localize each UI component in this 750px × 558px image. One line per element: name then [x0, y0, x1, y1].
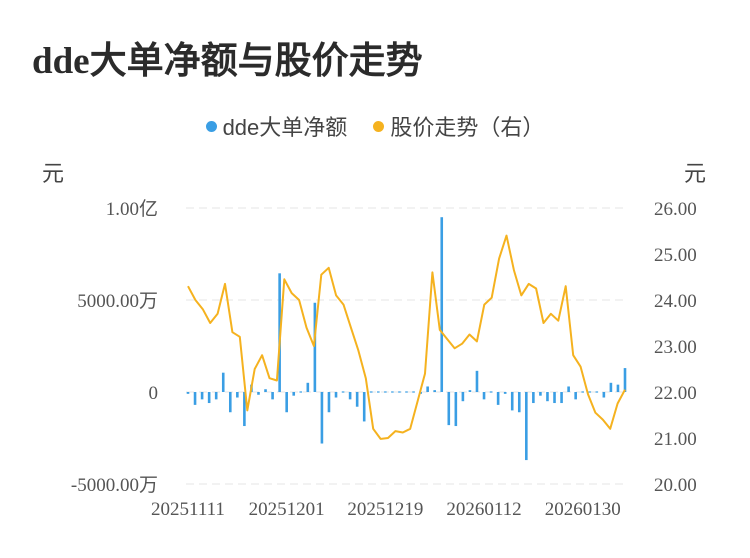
dde-bar [313, 302, 317, 392]
dde-bar [207, 392, 211, 404]
dde-bar [405, 391, 408, 393]
dde-bar [496, 392, 500, 405]
x-axis-tick-label: 20260130 [545, 499, 621, 520]
left-axis-tick-label: 0 [149, 383, 159, 404]
legend-label-dde: dde大单净额 [222, 115, 348, 140]
dde-bar [454, 392, 458, 427]
dde-bar [369, 391, 373, 393]
dde-bar [221, 372, 225, 392]
dde-bar [426, 386, 429, 392]
dde-bar [623, 368, 627, 392]
dde-bar [440, 217, 444, 392]
dde-bar [475, 370, 479, 392]
dde-bar [510, 392, 514, 411]
dde-bar [532, 392, 535, 404]
dde-bar [588, 391, 592, 393]
x-axis-tick-label: 20251219 [347, 499, 423, 520]
legend-item-dde[interactable]: dde大单净额 [205, 110, 348, 142]
dde-bar [355, 392, 359, 407]
right-axis-tick-label: 25.00 [654, 245, 697, 266]
dde-bar [264, 389, 267, 392]
dde-bar [377, 391, 380, 393]
dde-bar [228, 392, 232, 413]
price-line [187, 234, 626, 440]
right-axis-tick-label: 20.00 [654, 475, 697, 496]
dde-bar [412, 391, 415, 393]
dde-bar [362, 392, 366, 422]
dde-bar [602, 392, 606, 398]
dde-bar [200, 392, 204, 400]
x-axis-tick-label: 20260112 [446, 499, 521, 520]
dde-bar [398, 391, 401, 393]
dde-bar [553, 392, 556, 404]
dde-bar [433, 390, 436, 392]
dde-bar [489, 391, 493, 393]
dde-bar [546, 392, 549, 402]
right-axis-tick-label: 24.00 [654, 291, 697, 312]
dde-bar [306, 382, 310, 392]
dde-bar [186, 392, 190, 394]
dde-bar [574, 392, 577, 400]
dde-bar [341, 391, 345, 393]
dde-bar [299, 391, 303, 393]
dde-bar [517, 392, 521, 413]
dde-bar [567, 386, 570, 392]
left-axis-tick-label: -5000.00万 [71, 475, 158, 496]
dde-bar [285, 392, 288, 413]
dde-bar [539, 392, 542, 396]
legend-item-price[interactable]: 股价走势（右） [373, 110, 544, 142]
dde-bar [447, 392, 451, 426]
chart-title: dde大单净额与股价走势 [32, 41, 423, 82]
dde-bar [236, 392, 239, 398]
dde-bar [503, 392, 507, 394]
dde-bar [616, 384, 620, 392]
right-axis-tick-label: 22.00 [654, 383, 697, 404]
dde-bar [525, 392, 528, 461]
dde-bar [257, 392, 260, 395]
legend-dot-price-icon [373, 120, 385, 132]
dde-bar [292, 392, 296, 396]
dde-bar [560, 392, 563, 404]
x-axis-tick-label: 20251201 [249, 499, 325, 520]
x-axis-tick-label: 20251111 [151, 499, 225, 520]
dde-bar [214, 392, 218, 400]
right-axis-unit: 元 [684, 161, 707, 186]
dde-bar [461, 392, 465, 402]
dde-bar [468, 390, 472, 392]
dde-bar [384, 391, 387, 393]
dde-bar [243, 392, 246, 427]
legend: dde大单净额 股价走势（右） [0, 110, 750, 142]
right-axis-tick-label: 21.00 [654, 429, 697, 450]
legend-label-price: 股价走势（右） [390, 115, 545, 140]
dde-bar [581, 391, 585, 393]
dde-bar [334, 392, 338, 398]
left-axis-tick-label: 1.00亿 [106, 198, 158, 220]
right-axis-tick-label: 23.00 [654, 337, 697, 358]
legend-dot-dde-icon [205, 120, 217, 132]
dde-bar [595, 391, 599, 393]
dde-bar [271, 392, 274, 400]
dde-bar [391, 391, 394, 393]
dde-bar [348, 392, 352, 400]
left-axis-tick-label: 5000.00万 [77, 291, 158, 312]
dde-bar [327, 392, 331, 413]
right-axis-tick-label: 26.00 [654, 199, 697, 220]
left-axis-unit: 元 [42, 161, 65, 186]
dde-bar [320, 392, 324, 444]
dde-bar [482, 392, 486, 400]
dde-bar [609, 382, 613, 392]
dde-bar [193, 392, 197, 405]
